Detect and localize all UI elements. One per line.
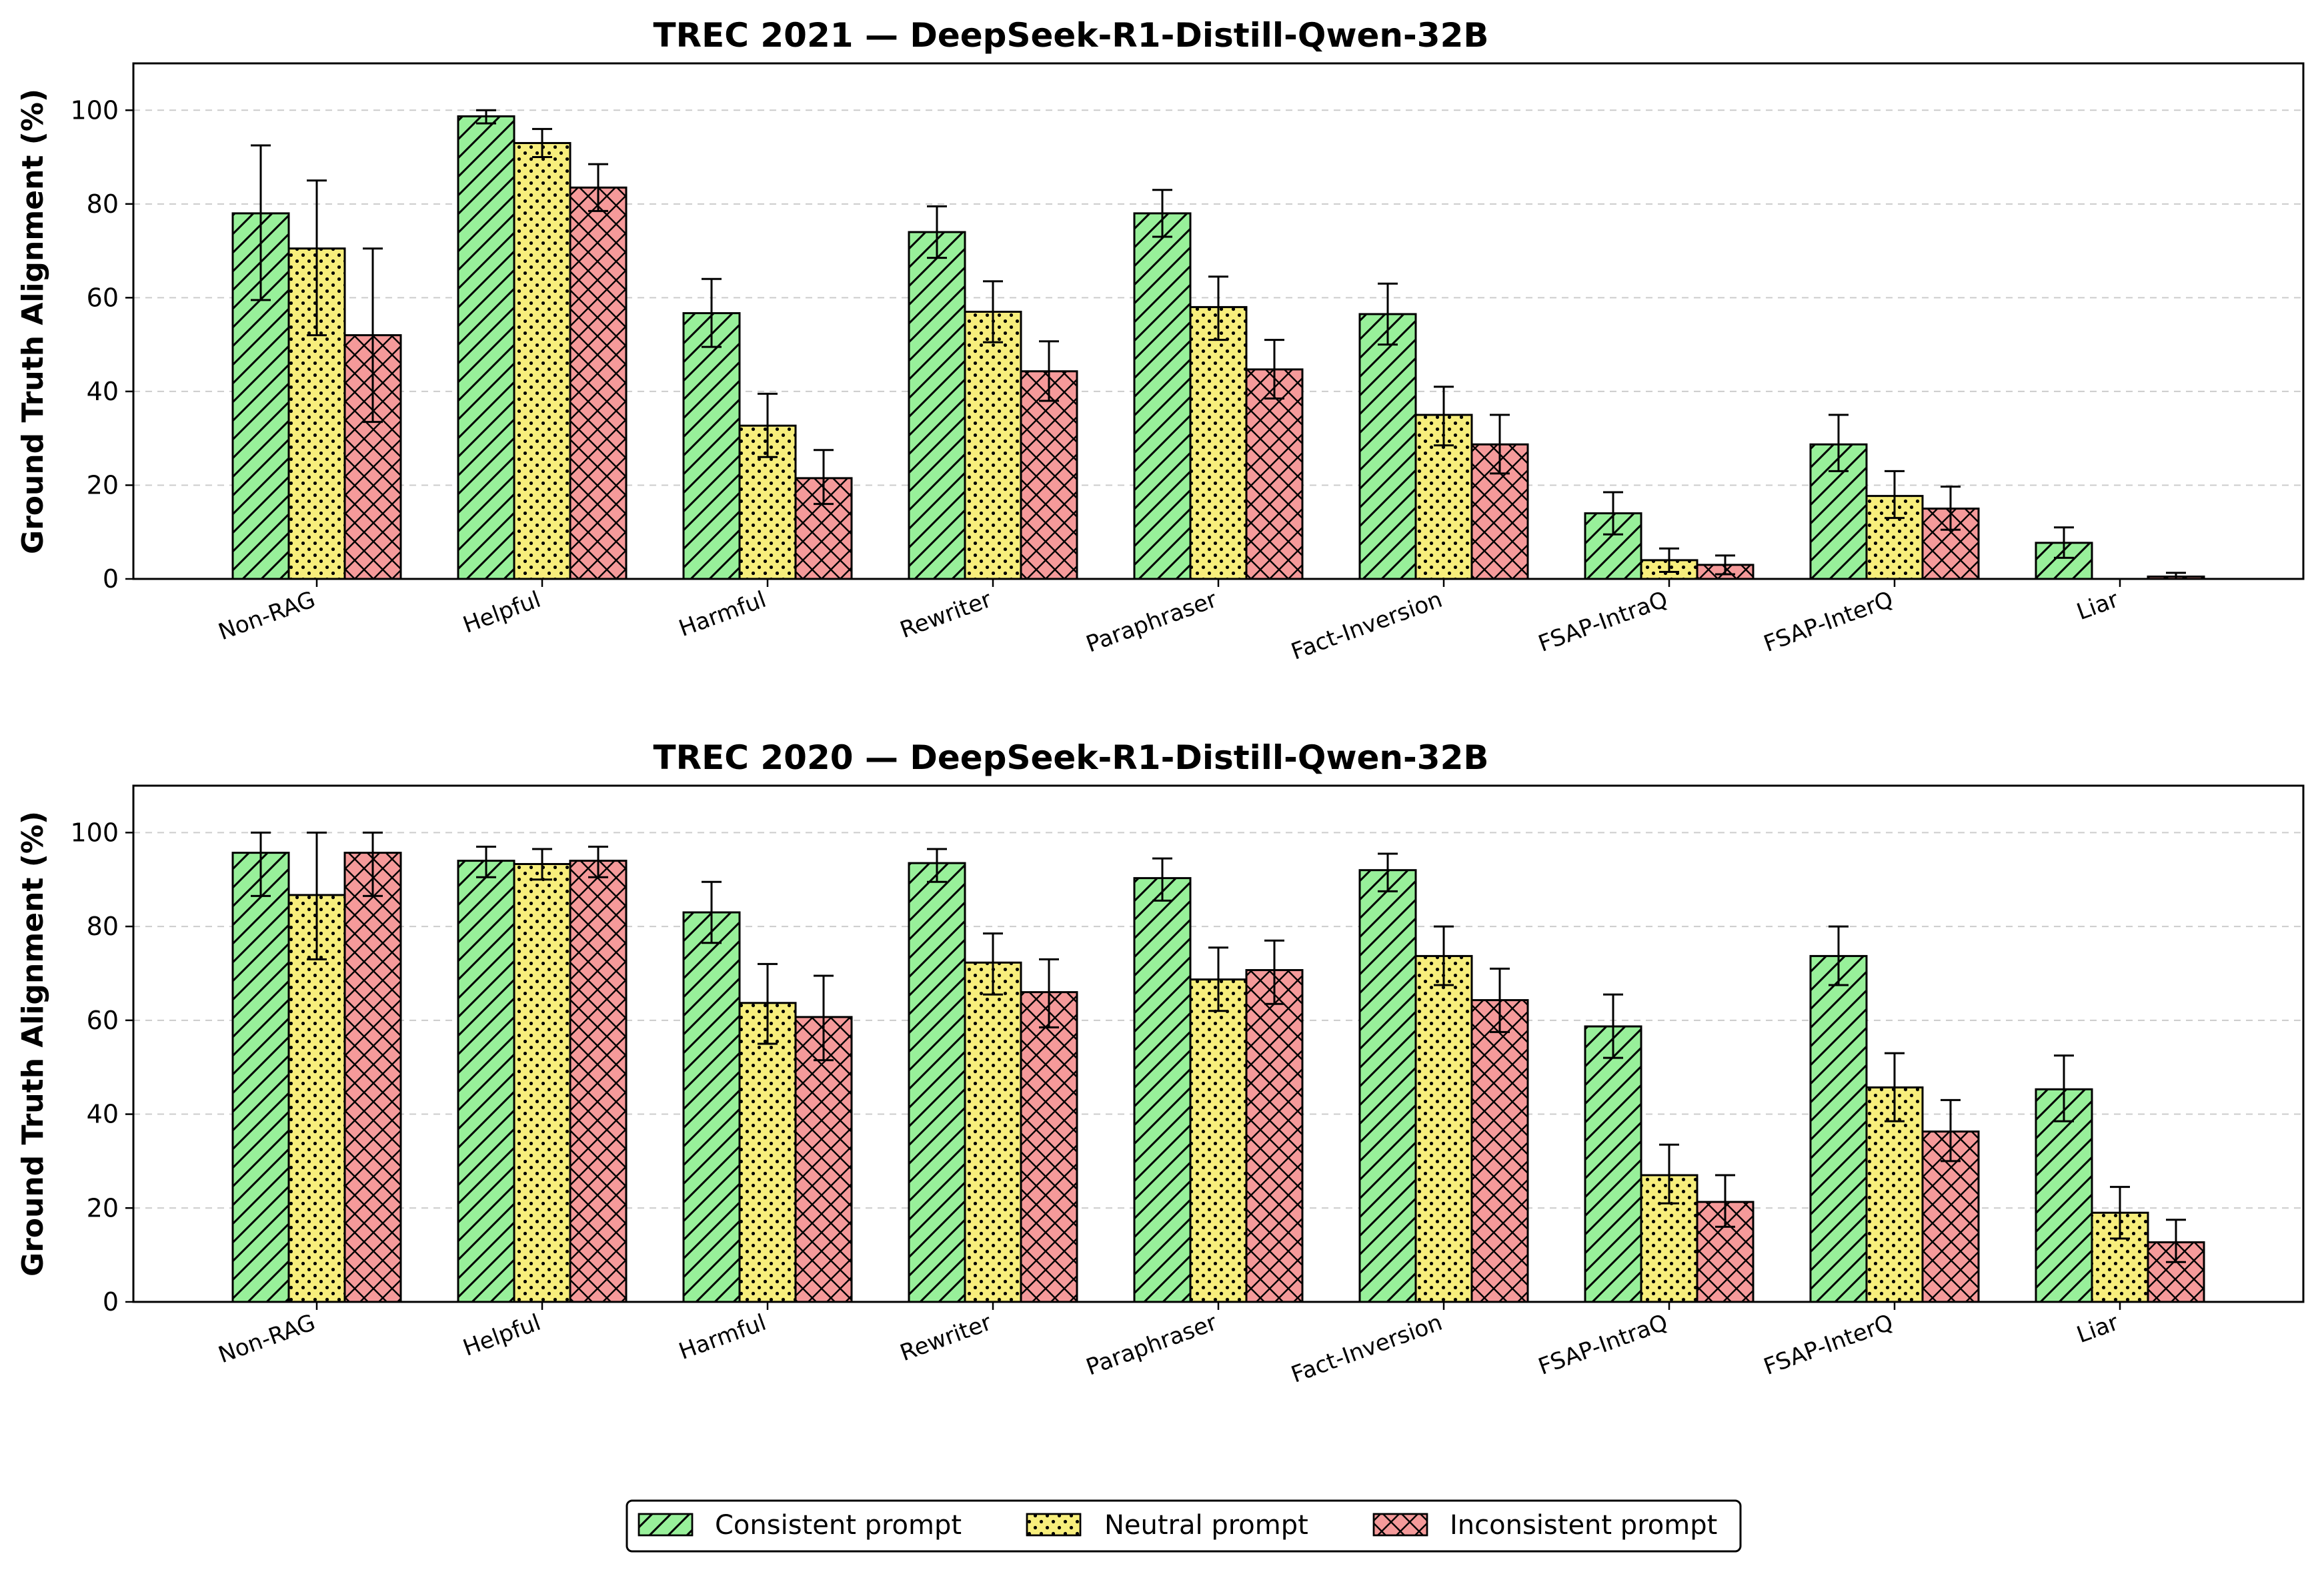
- bar-consistent: [457, 115, 515, 580]
- bar-inconsistent: [569, 860, 628, 1303]
- x-tick-label: Paraphraser: [1083, 586, 1221, 658]
- legend-label-inconsistent: Inconsistent prompt: [1450, 1510, 1717, 1541]
- legend-label-neutral: Neutral prompt: [1104, 1510, 1308, 1541]
- bar-neutral: [513, 863, 571, 1303]
- bar-inconsistent: [343, 852, 402, 1303]
- bar-consistent: [2035, 1088, 2093, 1303]
- bar-inconsistent: [1020, 370, 1078, 580]
- legend-frame: [626, 1499, 1742, 1553]
- x-tick-label: Harmful: [676, 1309, 770, 1365]
- legend-label-consistent: Consistent prompt: [715, 1510, 962, 1541]
- bar-consistent: [457, 860, 515, 1303]
- legend-swatch-hatch-neutral: [1026, 1513, 1082, 1537]
- bar-inconsistent: [1470, 999, 1529, 1303]
- x-tick-label: Fact-Inversion: [1288, 1309, 1446, 1389]
- x-tick-label: Paraphraser: [1083, 1309, 1221, 1381]
- x-tick-label: FSAP-InterQ: [1761, 1309, 1897, 1381]
- x-tick-label: FSAP-IntraQ: [1535, 586, 1671, 658]
- bar-neutral: [1414, 954, 1473, 1303]
- y-tick-label: 40: [87, 377, 119, 406]
- y-tick-label: 0: [103, 564, 119, 594]
- bar-inconsistent: [1245, 969, 1304, 1303]
- bar-inconsistent: [1020, 991, 1078, 1303]
- bar-neutral: [513, 141, 571, 580]
- chart-title-trec-2020: TREC 2020 — DeepSeek-R1-Distill-Qwen-32B: [654, 738, 1489, 777]
- chart-panel-trec-2021: TREC 2021 — DeepSeek-R1-Distill-Qwen-32B…: [16, 16, 2305, 666]
- y-tick-label: 80: [87, 189, 119, 219]
- x-tick-label: Helpful: [459, 586, 544, 639]
- y-tick-label: 20: [87, 470, 119, 500]
- bar-consistent: [231, 852, 290, 1303]
- legend-item-inconsistent: Inconsistent prompt: [1372, 1510, 1717, 1541]
- bar-consistent: [1584, 1025, 1642, 1303]
- x-tick-label: Harmful: [676, 586, 770, 642]
- x-tick-label: Helpful: [459, 1309, 544, 1362]
- x-tick-label: Fact-Inversion: [1288, 586, 1446, 666]
- bar-consistent: [1358, 869, 1417, 1303]
- legend-item-consistent: Consistent prompt: [638, 1510, 962, 1541]
- y-tick-label: 100: [70, 95, 119, 125]
- bar-consistent: [1133, 877, 1192, 1303]
- bar-consistent: [908, 862, 966, 1303]
- y-tick-label: 0: [103, 1287, 119, 1317]
- y-axis-label-trec-2021: Ground Truth Alignment (%): [16, 89, 50, 554]
- x-tick-label: Rewriter: [897, 1309, 996, 1367]
- x-tick-label: Non-RAG: [215, 586, 319, 646]
- bar-consistent: [1358, 313, 1417, 580]
- bar-neutral: [738, 1002, 797, 1303]
- bar-consistent: [682, 911, 741, 1303]
- plot-area-trec-2020: 0 20 40 60 80 100 Non-RAG Helpful Harmful Rewrite…: [70, 784, 2305, 1389]
- x-tick-label: FSAP-InterQ: [1761, 586, 1897, 658]
- x-tick-label: Liar: [2073, 1309, 2122, 1349]
- plot-area-trec-2021: 0 20 40 60 80 100 Non-RAG Helpful Harmful Rewrite…: [70, 62, 2305, 666]
- bar-neutral: [287, 894, 346, 1303]
- y-tick-label: 80: [87, 912, 119, 941]
- bar-neutral: [964, 310, 1022, 580]
- x-tick-label: Non-RAG: [215, 1309, 319, 1369]
- bar-consistent: [1133, 212, 1192, 580]
- y-tick-label: 60: [87, 1006, 119, 1035]
- bar-neutral: [964, 961, 1022, 1303]
- legend-swatch-hatch-consistent: [638, 1513, 694, 1537]
- legend: Consistent prompt Neutral prompt Inconsi…: [626, 1499, 1742, 1553]
- chart-panel-trec-2020: TREC 2020 — DeepSeek-R1-Distill-Qwen-32B…: [16, 738, 2305, 1389]
- legend-swatch-hatch-inconsistent: [1372, 1513, 1428, 1537]
- y-tick-label: 20: [87, 1193, 119, 1223]
- y-tick-label: 100: [70, 818, 119, 847]
- bar-consistent: [908, 231, 966, 580]
- y-tick-label: 60: [87, 283, 119, 312]
- x-tick-label: Rewriter: [897, 586, 996, 644]
- bar-inconsistent: [569, 186, 628, 580]
- y-axis-label-trec-2020: Ground Truth Alignment (%): [16, 811, 50, 1277]
- chart-title-trec-2021: TREC 2021 — DeepSeek-R1-Distill-Qwen-32B: [654, 16, 1489, 55]
- y-tick-label: 40: [87, 1100, 119, 1129]
- bar-consistent: [1809, 954, 1868, 1303]
- legend-item-neutral: Neutral prompt: [1026, 1510, 1308, 1541]
- bar-inconsistent: [1245, 368, 1304, 580]
- x-tick-label: FSAP-IntraQ: [1535, 1309, 1671, 1381]
- bar-neutral: [1189, 978, 1248, 1303]
- bar-neutral: [1189, 305, 1248, 580]
- bar-consistent: [682, 312, 741, 580]
- x-tick-label: Liar: [2073, 586, 2122, 626]
